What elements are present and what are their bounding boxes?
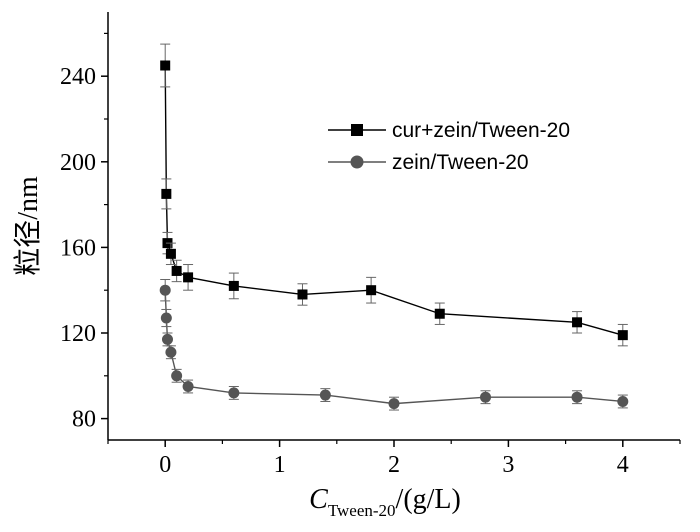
y-tick-label: 200 (60, 150, 96, 176)
x-axis-title-variable: C (309, 484, 328, 515)
data-point (165, 346, 177, 358)
data-point (571, 391, 583, 403)
data-point (171, 265, 182, 276)
y-tick-label: 240 (60, 64, 96, 90)
axes: 0 1 2 3 4 80 120 160 200 240 (60, 12, 681, 478)
x-axis-title-subscript: Tween-20 (328, 501, 396, 520)
plot-area (159, 43, 629, 411)
legend-label: zein/Tween-20 (392, 151, 529, 174)
legend-marker (351, 124, 363, 136)
data-point (159, 284, 171, 296)
x-tick-label: 1 (274, 452, 286, 478)
x-tick-label: 4 (617, 452, 629, 478)
data-point (480, 391, 492, 403)
legend-marker (350, 155, 364, 169)
legend-item-2: zein/Tween-20 (328, 151, 529, 174)
y-tick-label: 160 (60, 235, 96, 261)
data-point (165, 248, 176, 259)
x-tick-label: 2 (388, 452, 400, 478)
data-point (182, 381, 194, 392)
series-2 (159, 279, 629, 411)
data-point (228, 280, 239, 291)
data-point (319, 389, 331, 401)
data-point (161, 333, 173, 345)
x-tick-label: 3 (502, 452, 514, 478)
data-point (171, 370, 183, 382)
data-point (434, 308, 445, 319)
data-point (617, 395, 629, 407)
legend-item-1: cur+zein/Tween-20 (328, 119, 570, 142)
y-axis-title: 粒径/nm (12, 176, 44, 276)
data-point (183, 272, 194, 283)
data-point (366, 285, 377, 296)
y-tick-label: 120 (60, 321, 96, 347)
legend: cur+zein/Tween-20 zein/Tween-20 (328, 119, 570, 174)
x-axis-title-unit: /(g/L) (396, 484, 461, 515)
data-point (161, 188, 172, 199)
x-tick-label: 0 (159, 452, 171, 478)
data-point (228, 387, 240, 399)
series-1 (160, 43, 628, 347)
data-point (617, 330, 628, 341)
y-tick-label: 80 (72, 407, 96, 433)
x-axis-title: CTween-20/(g/L) (309, 484, 461, 520)
data-point (297, 289, 308, 300)
data-point (572, 317, 583, 328)
data-point (388, 398, 400, 410)
data-point (160, 60, 171, 71)
data-point (160, 312, 172, 324)
legend-label: cur+zein/Tween-20 (392, 119, 570, 142)
